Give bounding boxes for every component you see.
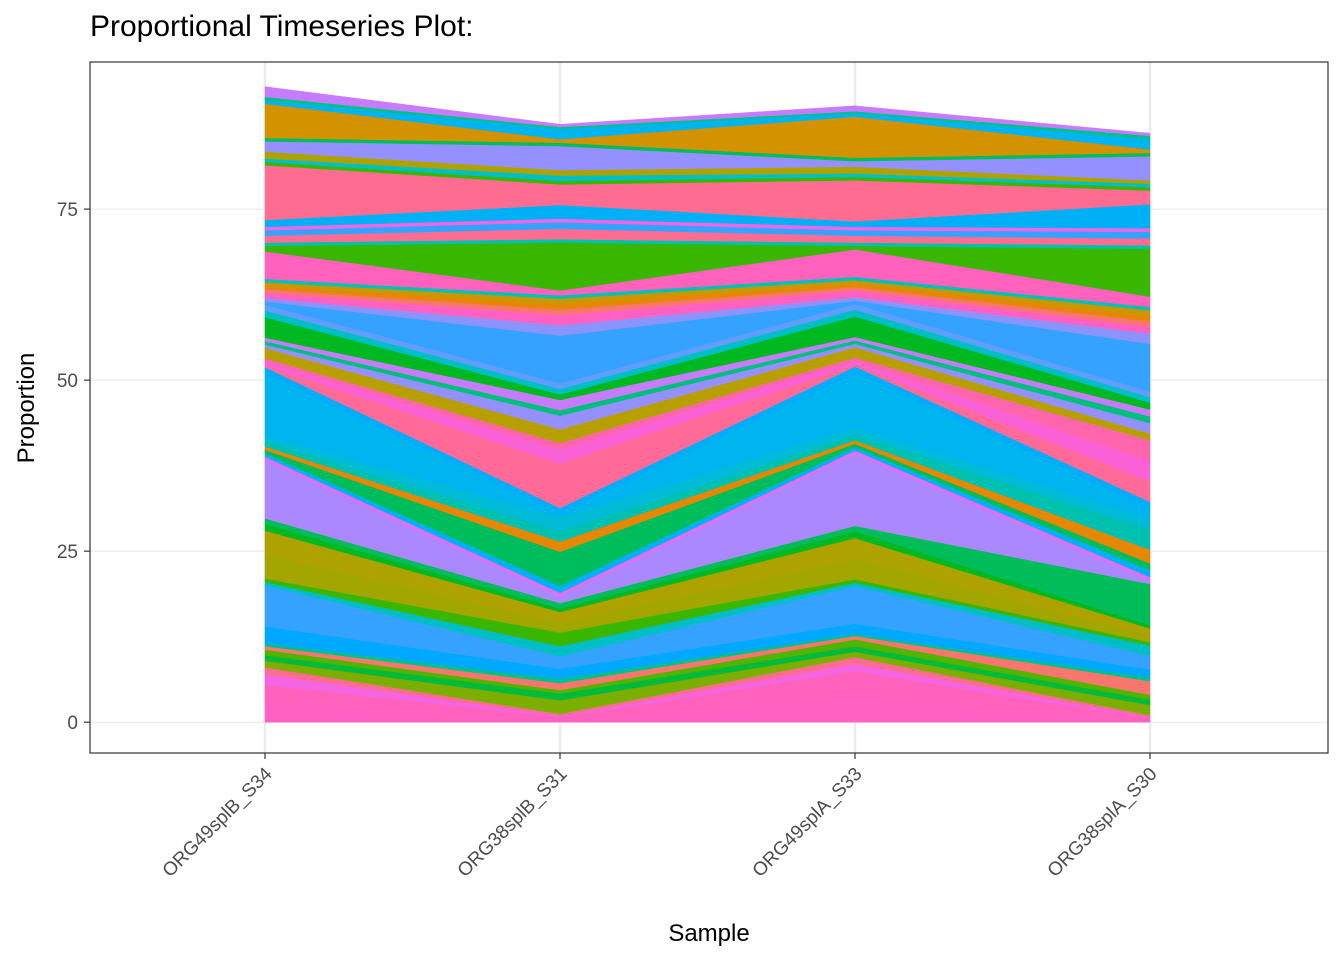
x-tick-label-3: ORG38splA_S30	[1044, 764, 1162, 882]
x-axis-title: Sample	[668, 920, 749, 947]
x-tick-label-1: ORG38splB_S31	[454, 764, 572, 882]
plot-panel-border	[89, 61, 1329, 754]
y-tick-label-0: 0	[67, 713, 78, 734]
y-axis: 0 25 50 75	[57, 200, 90, 734]
area-series-60	[264, 86, 1151, 137]
chart-title: Proportional Timeseries Plot:	[90, 10, 474, 43]
y-tick-label-2: 50	[57, 371, 78, 392]
y-axis-title: Proportion	[13, 353, 40, 464]
x-tick-label-2: ORG49splA_S33	[749, 764, 867, 882]
y-tick-label-3: 75	[57, 200, 78, 221]
area-series	[264, 86, 1151, 723]
x-tick-label-0: ORG49splB_S34	[159, 763, 277, 881]
y-tick-label-1: 25	[57, 542, 78, 563]
x-axis: ORG49splB_S34 ORG38splB_S31 ORG49splA_S33 O…	[159, 753, 1162, 882]
